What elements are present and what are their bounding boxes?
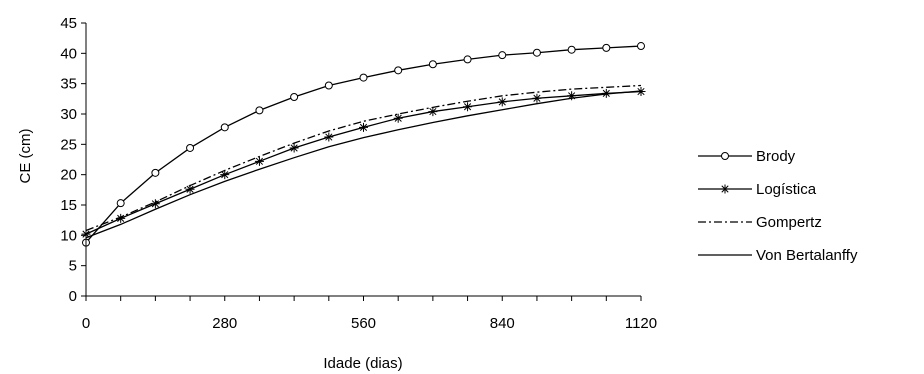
data-point — [255, 106, 264, 115]
y-tick-label: 5 — [69, 258, 77, 275]
data-point — [220, 170, 230, 180]
y-tick-label: 15 — [60, 197, 77, 214]
data-point — [463, 55, 472, 64]
legend-marker — [721, 152, 729, 160]
y-tick-label: 40 — [60, 45, 77, 62]
data-point — [567, 91, 577, 101]
data-point — [186, 143, 195, 152]
data-point — [254, 156, 264, 166]
legend: Brody Logística Gompertz Von Bertalanffy — [698, 148, 858, 264]
data-point — [359, 73, 368, 82]
x-tick-label: 840 — [490, 315, 515, 332]
x-tick-label: 1120 — [625, 315, 657, 332]
y-tick-label: 30 — [60, 106, 77, 123]
legend-label: Von Bertalanffy — [756, 247, 858, 264]
axes: 0 5 10 15 20 25 30 35 40 45 0 280 560 840 1120 — [60, 15, 657, 332]
data-point — [532, 48, 541, 57]
y-tick-label: 35 — [60, 76, 77, 93]
data-point — [567, 45, 576, 54]
data-point — [428, 107, 438, 117]
legend-item: Gompertz — [698, 214, 822, 231]
data-point — [220, 123, 229, 132]
data-point — [185, 184, 195, 194]
legend-item: Logística — [698, 181, 817, 198]
data-point — [116, 213, 126, 223]
series-von-bertalanffy — [85, 90, 642, 239]
series-line — [85, 84, 642, 232]
data-point — [151, 168, 160, 177]
x-tick-label: 0 — [82, 315, 90, 332]
data-point — [324, 132, 334, 142]
x-tick-label: 560 — [351, 315, 376, 332]
data-point — [359, 122, 368, 132]
y-tick-label: 10 — [60, 227, 77, 244]
series-log-stica — [81, 87, 646, 239]
data-point — [289, 143, 299, 153]
plot-area — [81, 42, 646, 247]
y-tick-label: 25 — [60, 136, 77, 153]
legend-label: Brody — [756, 148, 796, 165]
data-point — [637, 42, 645, 51]
data-point — [497, 97, 507, 107]
series-gompertz — [85, 84, 642, 232]
data-point — [290, 93, 299, 102]
y-axis-title: CE (cm) — [17, 129, 34, 184]
y-tick-label: 20 — [60, 167, 77, 184]
x-tick-label: 280 — [212, 315, 237, 332]
data-point — [498, 51, 507, 60]
y-tick-label: 45 — [60, 15, 77, 32]
legend-label: Gompertz — [756, 214, 822, 231]
data-point — [394, 66, 403, 75]
x-axis-title: Idade (dias) — [323, 355, 402, 372]
data-point — [428, 60, 437, 69]
data-point — [393, 113, 403, 123]
legend-label: Logística — [756, 181, 817, 198]
legend-item: Von Bertalanffy — [698, 247, 858, 264]
legend-marker — [720, 184, 730, 194]
data-point — [116, 199, 125, 208]
series-line — [85, 90, 642, 239]
data-point — [602, 43, 611, 52]
data-point — [324, 81, 333, 90]
data-point — [463, 102, 473, 112]
data-point — [532, 93, 542, 103]
legend-item: Brody — [698, 148, 796, 165]
y-tick-label: 0 — [69, 288, 77, 305]
series-brody — [82, 42, 645, 247]
data-point — [150, 199, 160, 209]
